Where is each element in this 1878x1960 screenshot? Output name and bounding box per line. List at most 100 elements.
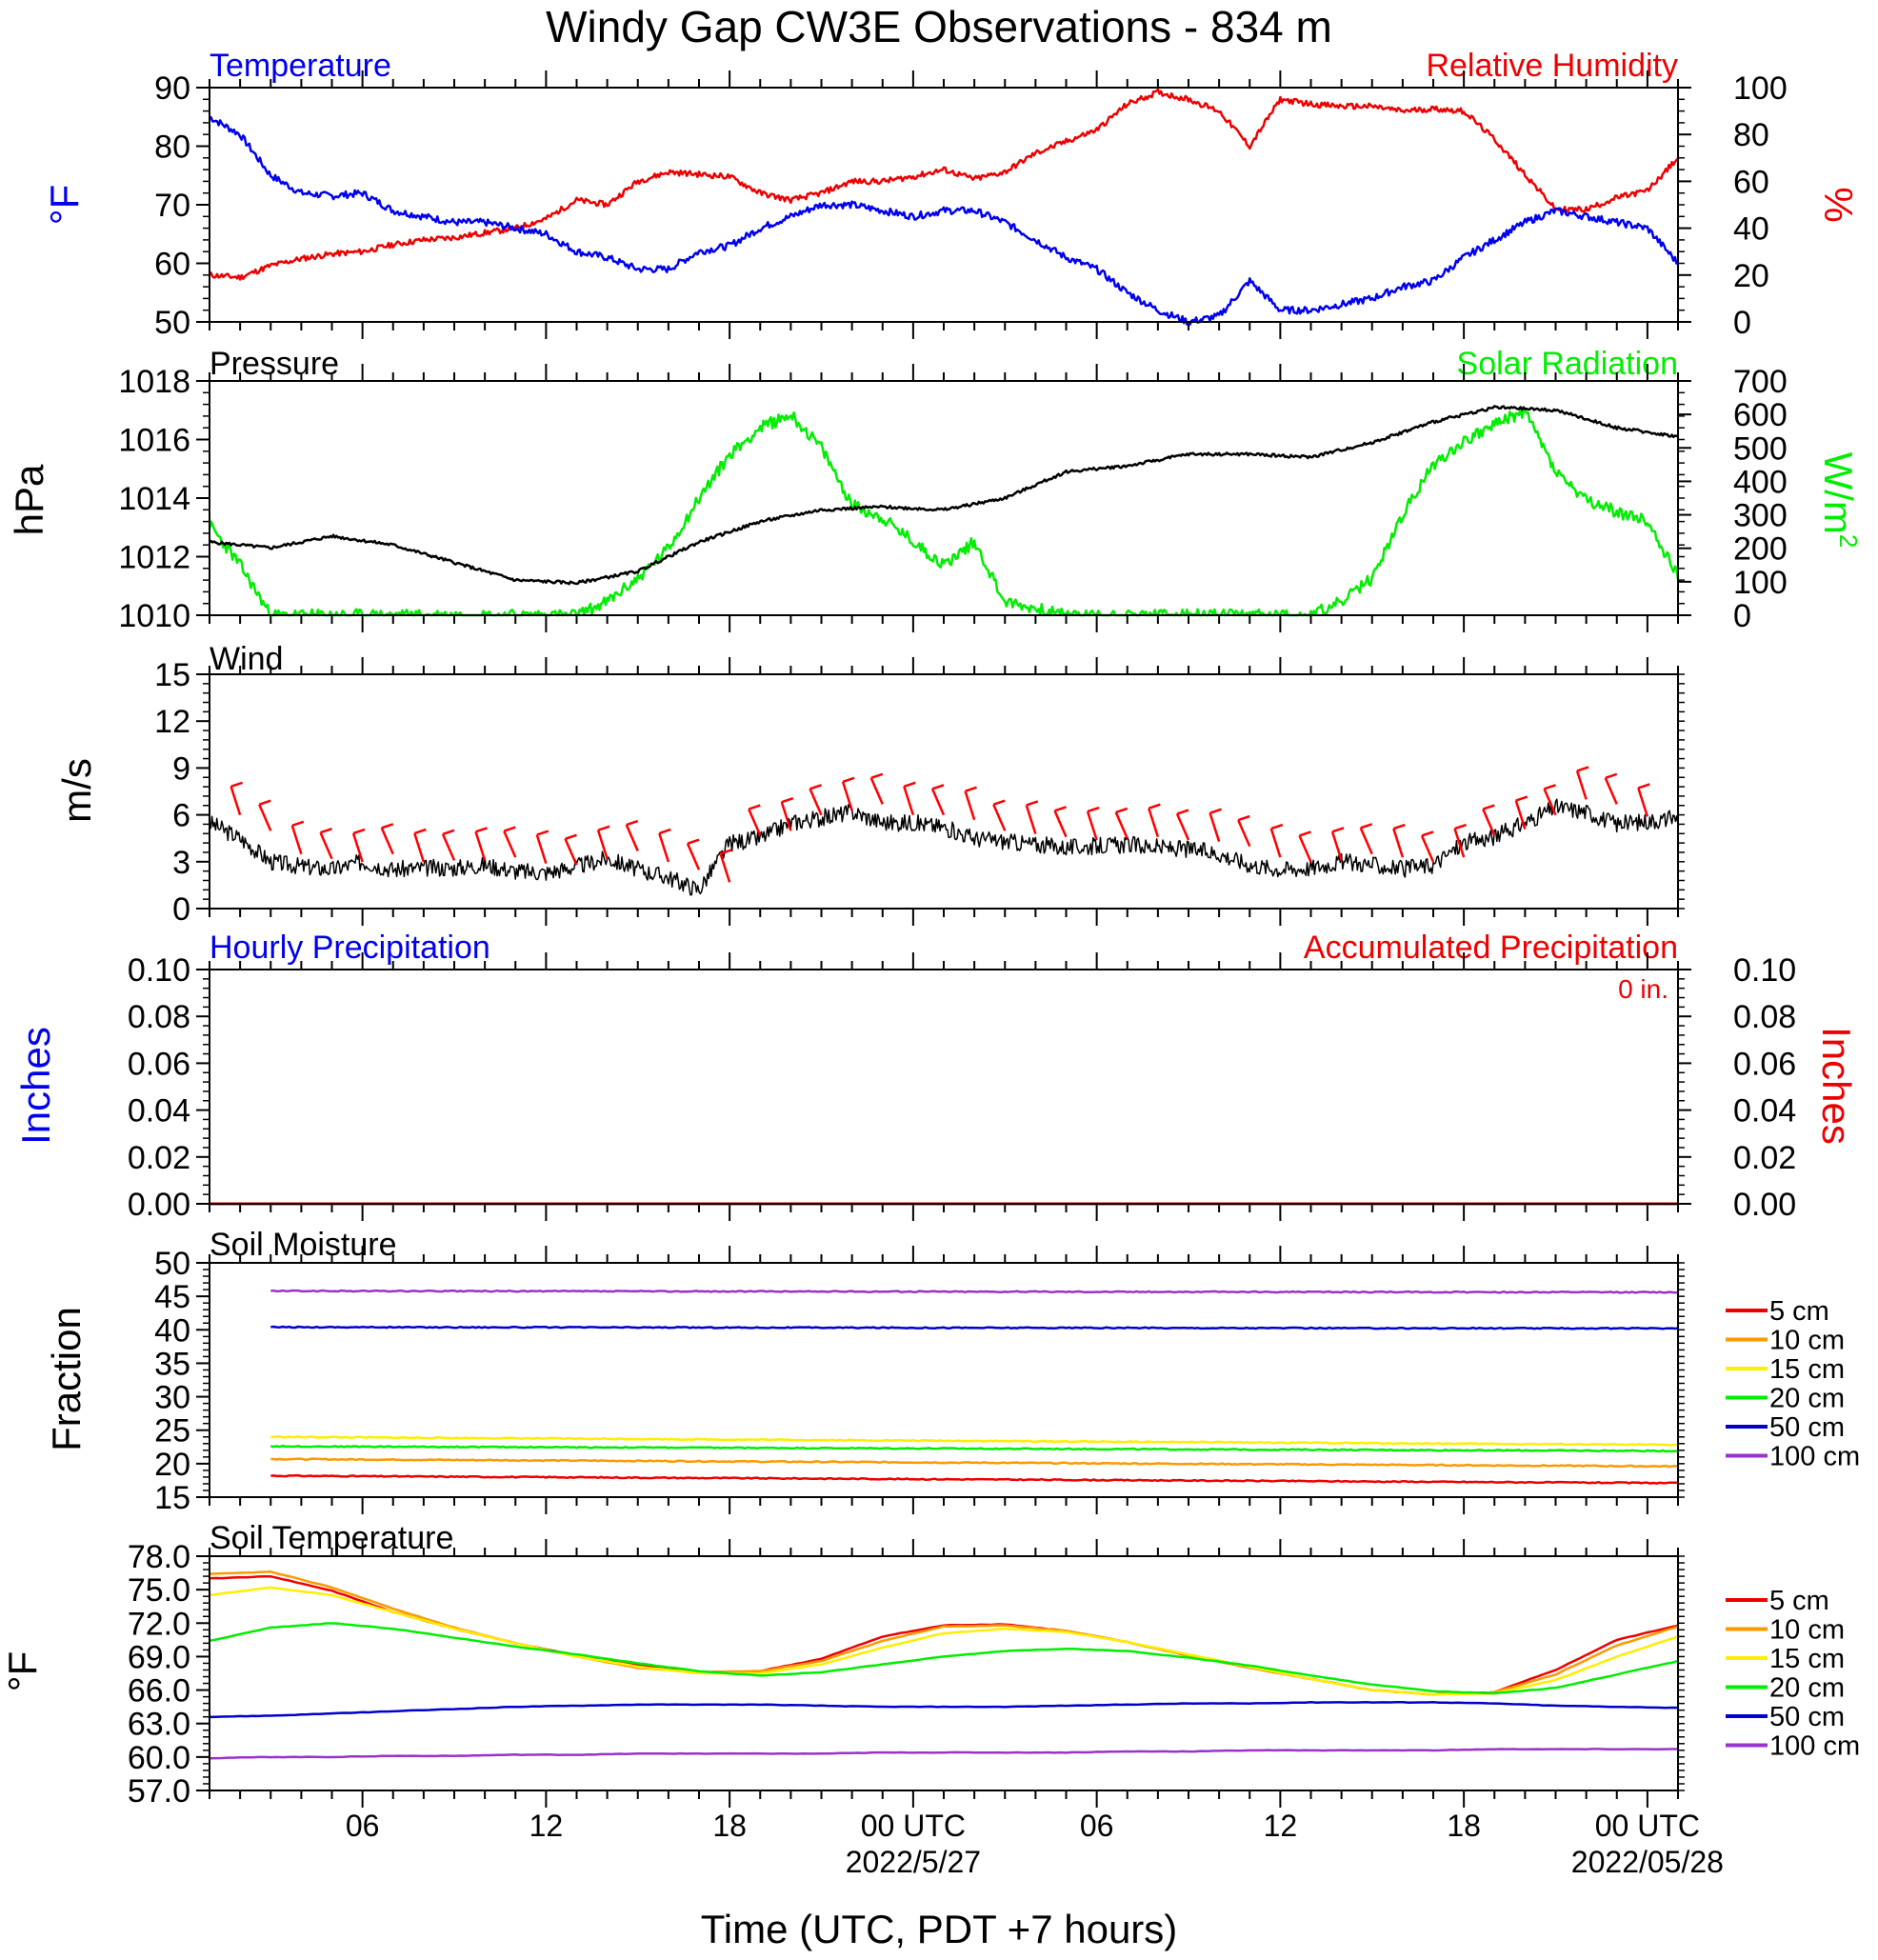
wind-barb [596,830,609,860]
wind-barb-flag [1392,823,1406,830]
wind-barb-flag [1605,772,1618,779]
wind-axis-tick-label: 15 [154,657,190,693]
solar-axis-tick-label: 600 [1733,397,1788,433]
solar-axis-tick-label: 200 [1733,531,1788,568]
humidity-axis-tick-label: 100 [1733,70,1788,107]
soil-moisture-title: Soil Moisture [210,1227,397,1263]
x-axis-title: Time (UTC, PDT +7 hours) [701,1907,1178,1951]
wind-barb [930,788,946,816]
wind-barb [841,781,853,811]
wind-barb [1453,828,1466,858]
wind-unit-label: m/s [54,758,99,823]
wind-barb-flag [1299,830,1311,837]
accum-precip-unit-label: Inches [1814,1027,1859,1145]
humidity-axis-tick-label: 0 [1733,305,1751,341]
wind-barb-flag [870,772,884,779]
soil-temp-axis-tick-label: 75.0 [128,1572,190,1609]
wind-barb [1086,810,1098,841]
wind-barb-flag [413,828,427,835]
humidity-axis-tick-label: 40 [1733,211,1769,248]
humidity-axis-tick-label: 60 [1733,164,1769,200]
wind-barb [625,824,639,852]
wind-barb [1298,834,1312,863]
wind-barb [1269,828,1282,858]
temperature-axis-tick-label: 80 [154,130,190,166]
soil-moisture-line-10cm [270,1457,1679,1469]
solar-axis-tick-label: 100 [1733,565,1788,601]
wind-barb [1175,813,1190,841]
wind-barb-flag [1026,800,1039,807]
x-tick-label: 12 [1264,1809,1298,1843]
soil-temp-line-5cm [209,1574,1679,1696]
legend-label: 10 cm [1769,1326,1845,1356]
wind-barb-flag [291,820,305,827]
accum-precip-title: Accumulated Precipitation [1304,930,1678,966]
wind-barb [719,852,731,883]
wind-barb [1482,809,1496,836]
soil-temperature-frame [209,1555,1679,1791]
wind-barb [869,777,884,805]
wind-barb [780,801,792,831]
accum-precip-axis-tick-label: 0.08 [1733,999,1796,1035]
legend-label: 5 cm [1769,1586,1829,1616]
soil-moisture-axis-tick-label: 20 [154,1447,190,1483]
soil-temp-axis-tick-label: 66.0 [128,1673,190,1710]
wind-barb [258,804,272,831]
soil-temp-axis-tick-label: 60.0 [128,1740,190,1776]
soil-temp-line-50cm [209,1700,1679,1719]
legend-label: 10 cm [1769,1615,1845,1646]
wind-barb [535,834,548,865]
accum-precip-axis-tick-label: 0.10 [1733,952,1796,989]
wind-barb [686,843,701,870]
pressure-unit-label: hPa [7,464,51,535]
wind-barb [474,830,487,861]
wind-barb-flag [1637,783,1650,790]
wind-barb-flag [1421,830,1434,837]
wind-barb [1392,828,1405,858]
x-date-label: 2022/5/27 [846,1845,981,1879]
x-tick-label: 06 [346,1809,380,1843]
soil-moisture-line-20cm [270,1444,1679,1453]
wind-barb [230,786,242,816]
wind-barb [1637,788,1649,817]
x-tick-label: 00 UTC [1595,1809,1700,1843]
hourly-precip-axis-tick-label: 0.00 [128,1187,190,1223]
wind-barb [1025,805,1037,834]
wind-barb-flag [965,786,977,792]
soil-moisture-axis-tick-label: 45 [154,1279,190,1315]
wind-barb [1514,800,1527,830]
pressure-line [209,405,1679,586]
soil-moisture-line-100cm [270,1289,1679,1294]
temperature-humidity-frame [209,87,1679,323]
pressure-solar-panel: Pressure Solar Radiation hPa W/m2 1010 10… [7,346,1863,634]
legend-label: 100 cm [1769,1442,1860,1472]
wind-barb [903,786,915,816]
hourly-precip-axis-tick-label: 0.08 [128,999,190,1035]
wind-barb [413,832,426,863]
wind-barb-flag [1360,823,1373,830]
temperature-axis-tick-label: 90 [154,70,190,107]
solar-axis-tick-label: 300 [1733,498,1788,534]
pressure-solar-frame [209,380,1679,616]
soil-temp-axis-tick-label: 57.0 [128,1773,190,1810]
wind-barb-flag [1054,806,1067,812]
soil-temp-axis-tick-label: 78.0 [128,1539,190,1575]
wind-barb-flag [1270,823,1284,830]
wind-barb-flag [748,804,761,810]
wind-barb-flag [720,849,732,855]
wind-barb-flag [842,776,855,784]
pressure-title: Pressure [210,346,339,382]
pressure-axis-tick-label: 1010 [118,598,190,634]
soil-moisture-unit-label: Fraction [44,1307,89,1451]
wind-barb-flag [475,827,488,833]
wind-barb-flag [1176,809,1189,815]
legend-label: 5 cm [1769,1296,1829,1327]
solar-axis-tick-label: 500 [1733,430,1788,467]
accum-precip-axis-tick-label: 0.00 [1733,1187,1796,1223]
solar-unit-label: W/m2 [1816,452,1863,549]
wind-barb-flag [1115,807,1129,814]
soil-moisture-axis-tick-label: 15 [154,1480,190,1516]
wind-barb [564,838,578,866]
wind-barb [1237,819,1251,848]
